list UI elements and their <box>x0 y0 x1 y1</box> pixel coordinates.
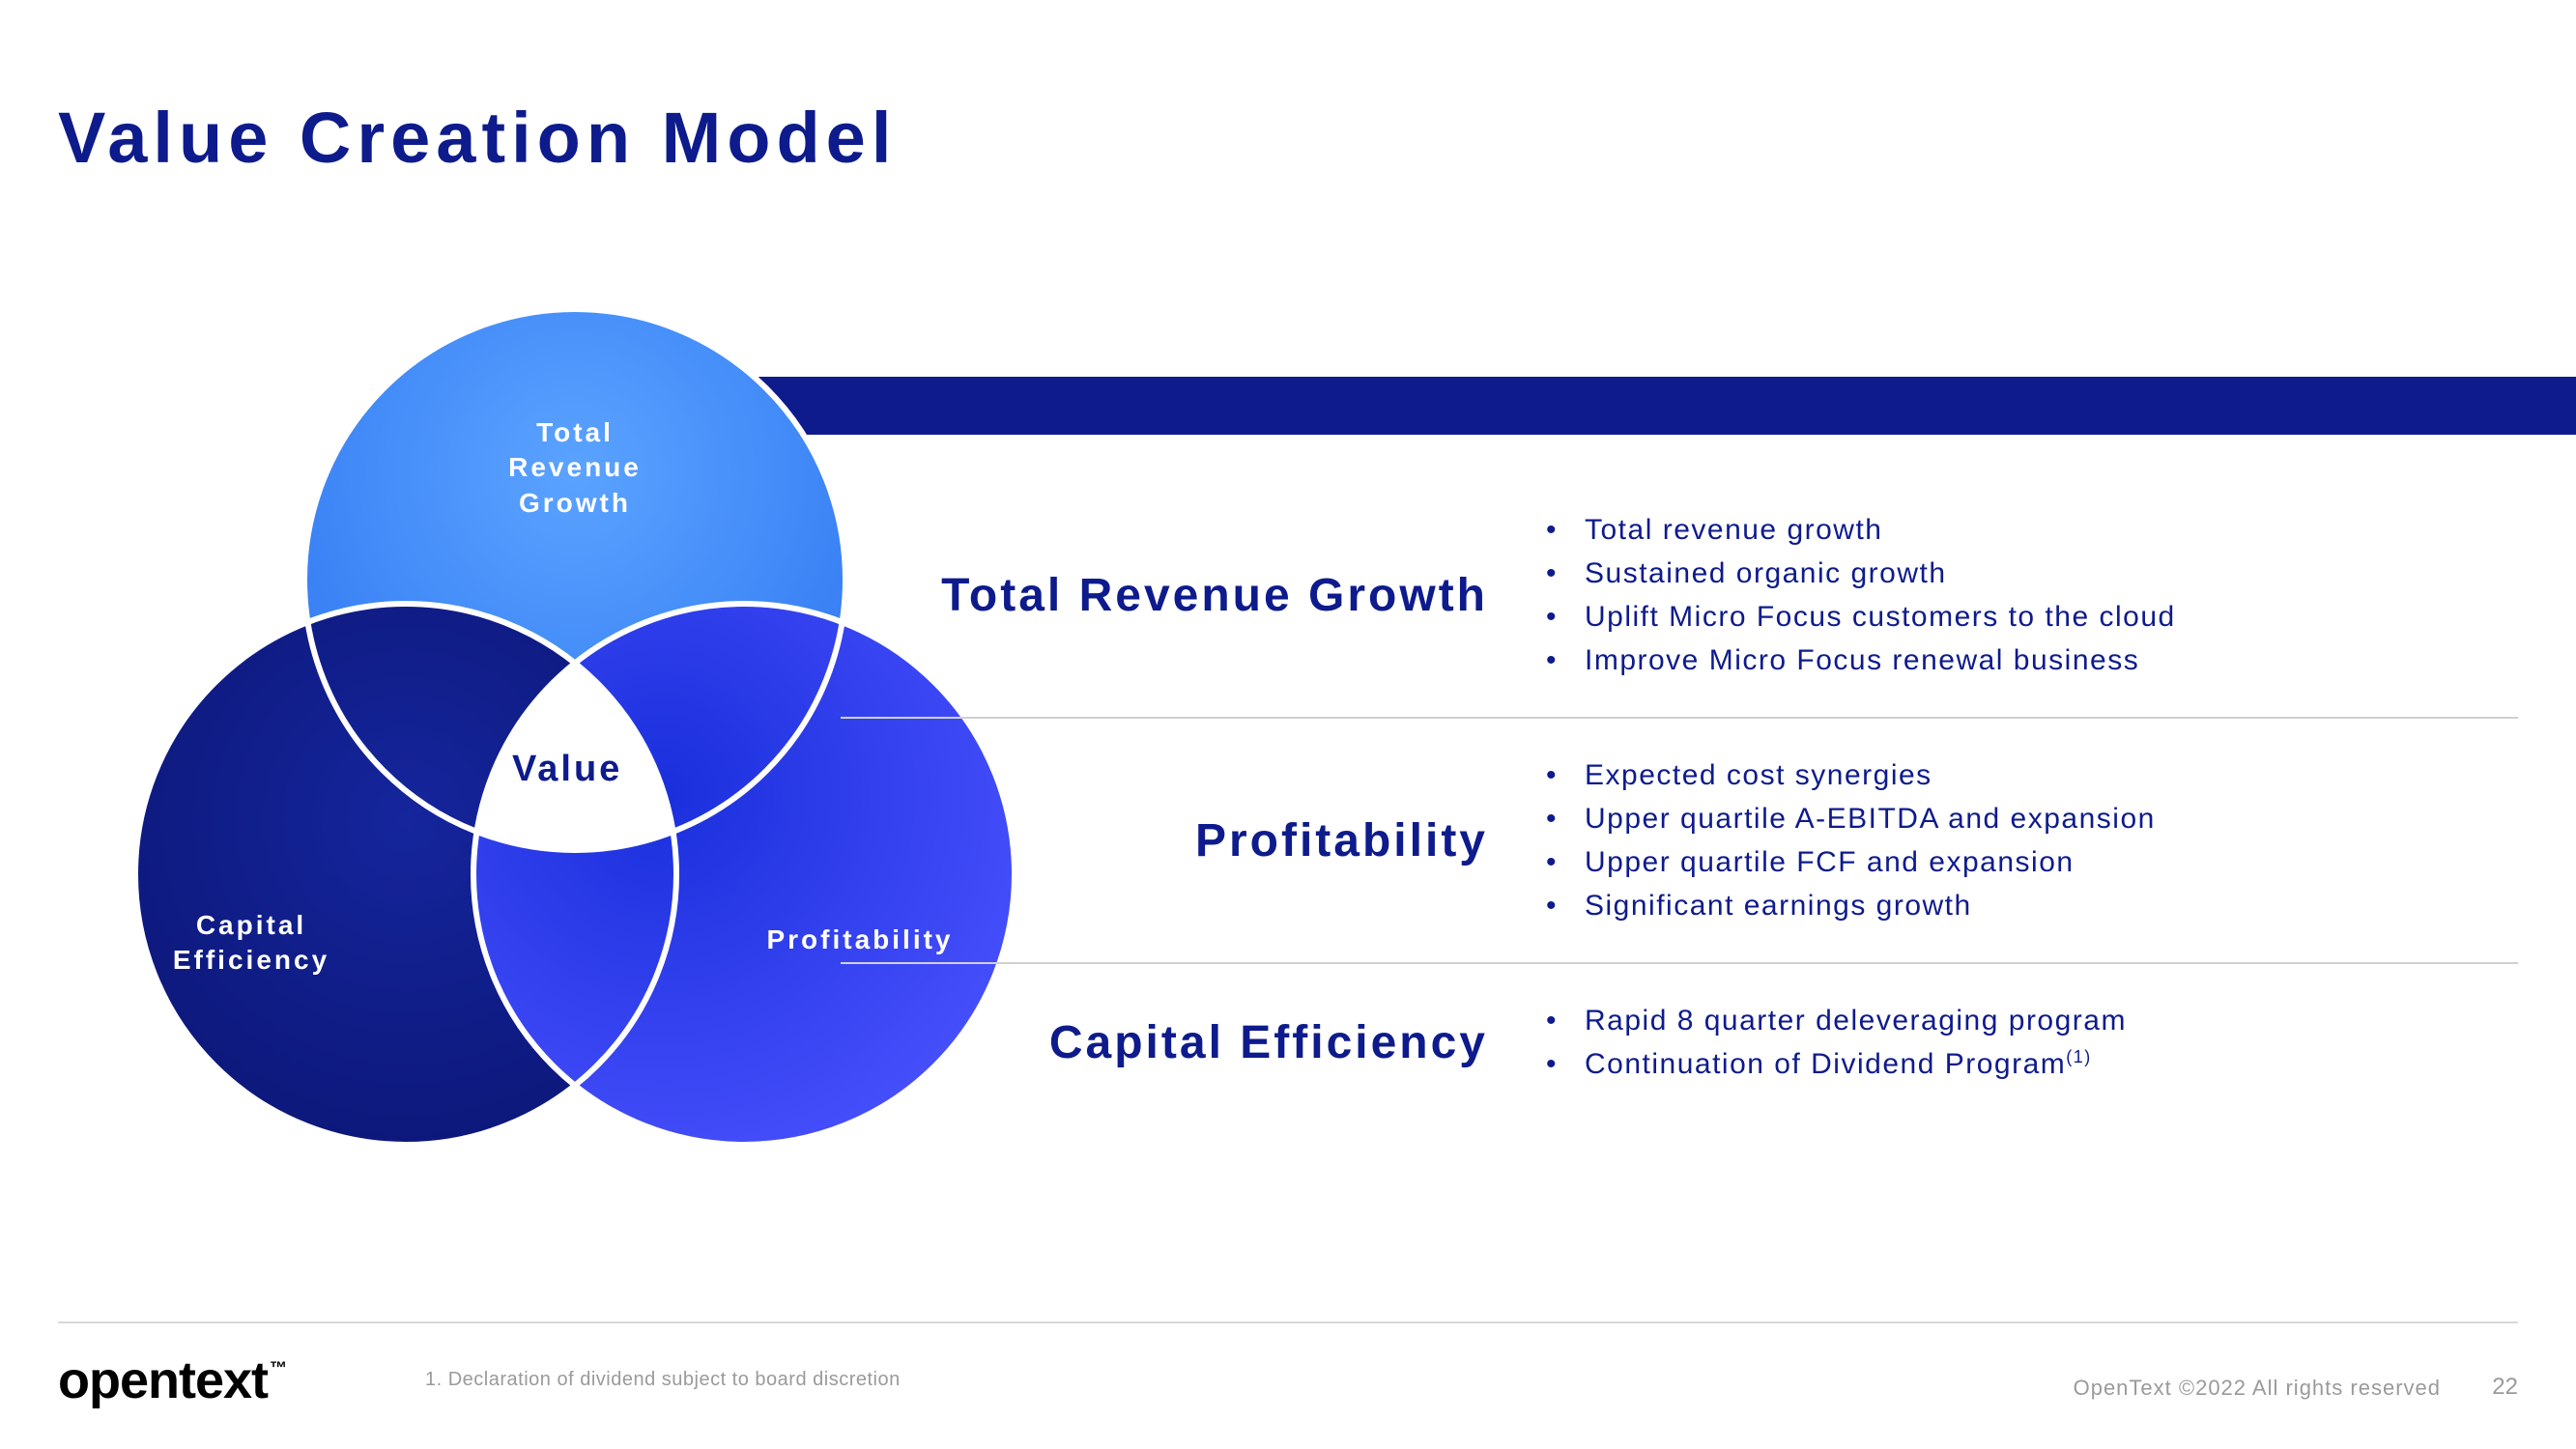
bullet: Improve Micro Focus renewal business <box>1536 639 2518 682</box>
venn-label-left: CapitalEfficiency <box>126 908 377 979</box>
section-revenue-growth: Total Revenue Growth Total revenue growt… <box>841 473 2518 719</box>
section-title: Capital Efficiency <box>841 1016 1536 1069</box>
page-number: 22 <box>2492 1374 2518 1401</box>
logo-tm: ™ <box>270 1358 286 1378</box>
bullet: Uplift Micro Focus customers to the clou… <box>1536 595 2518 639</box>
content-sections: Total Revenue Growth Total revenue growt… <box>841 473 2518 1121</box>
section-profitability: Profitability Expected cost synergies Up… <box>841 719 2518 964</box>
section-bullets: Expected cost synergies Upper quartile A… <box>1536 753 2518 927</box>
section-bullets: Total revenue growth Sustained organic g… <box>1536 508 2518 682</box>
section-capital-efficiency: Capital Efficiency Rapid 8 quarter delev… <box>841 964 2518 1121</box>
bullet: Rapid 8 quarter deleveraging program <box>1536 999 2518 1042</box>
section-title: Profitability <box>841 814 1536 867</box>
venn-label-top: TotalRevenueGrowth <box>464 415 686 521</box>
copyright: OpenText ©2022 All rights reserved <box>2074 1376 2441 1401</box>
bullet: Expected cost synergies <box>1536 753 2518 797</box>
logo: opentext™ <box>58 1350 284 1410</box>
footnote: 1. Declaration of dividend subject to bo… <box>425 1369 901 1391</box>
section-bullets: Rapid 8 quarter deleveraging program Con… <box>1536 999 2518 1086</box>
slide-title: Value Creation Model <box>58 97 897 179</box>
bullet: Total revenue growth <box>1536 508 2518 552</box>
bullet: Significant earnings growth <box>1536 884 2518 927</box>
section-title: Total Revenue Growth <box>841 569 1536 622</box>
venn-center-label: Value <box>512 749 622 790</box>
bullet: Upper quartile FCF and expansion <box>1536 840 2518 884</box>
bullet: Sustained organic growth <box>1536 552 2518 595</box>
footer-divider <box>58 1321 2518 1323</box>
logo-text: opentext <box>58 1351 268 1409</box>
bullet: Upper quartile A-EBITDA and expansion <box>1536 797 2518 840</box>
bullet: Continuation of Dividend Program(1) <box>1536 1042 2518 1086</box>
